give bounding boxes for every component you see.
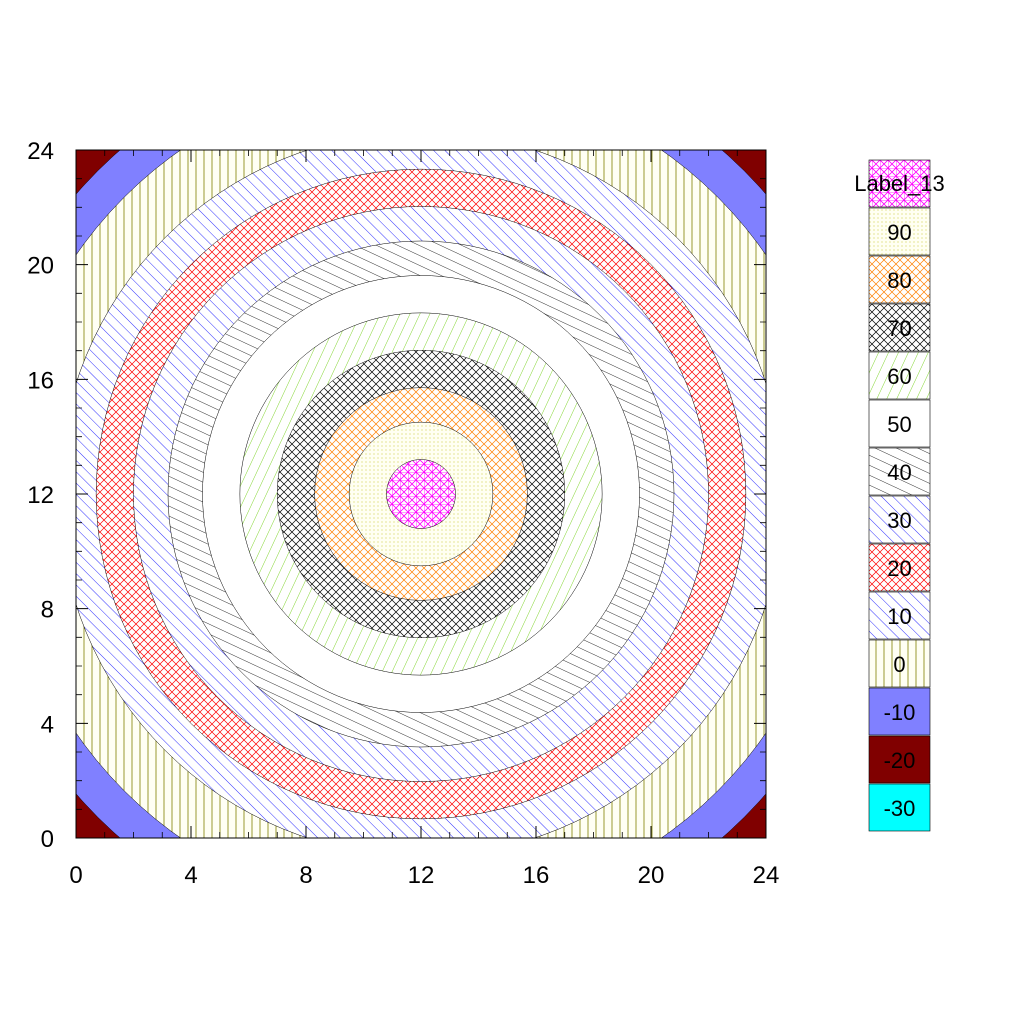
x-tick-label: 20 xyxy=(638,862,665,889)
legend-swatch xyxy=(868,207,931,256)
legend-item: 70 xyxy=(868,303,931,352)
legend-label: -20 xyxy=(884,748,916,773)
legend-swatch xyxy=(868,687,931,736)
legend-label: 10 xyxy=(887,604,911,629)
legend-item: 40 xyxy=(868,447,931,496)
legend-label: 50 xyxy=(887,412,911,437)
legend-label: 0 xyxy=(893,652,905,677)
legend-item: -10 xyxy=(868,687,931,736)
legend: Label_13 90 80 70 60 50 40 30 20 10 0 -10 -20 -30 xyxy=(854,159,945,832)
legend-swatch xyxy=(868,735,931,784)
legend-item: -20 xyxy=(868,735,931,784)
legend-item: 80 xyxy=(868,255,931,304)
legend-swatch xyxy=(868,447,931,496)
legend-swatch xyxy=(868,255,931,304)
y-tick-label: 12 xyxy=(27,482,54,509)
y-tick-label: 4 xyxy=(41,711,54,738)
legend-swatch xyxy=(868,591,931,640)
legend-label: 60 xyxy=(887,364,911,389)
legend-item: 60 xyxy=(868,351,931,400)
legend-label: 80 xyxy=(887,268,911,293)
legend-label: 90 xyxy=(887,220,911,245)
y-tick-label: 8 xyxy=(41,597,54,624)
legend-item: 10 xyxy=(868,591,931,640)
y-tick-label: 0 xyxy=(41,826,54,853)
legend-swatch xyxy=(868,543,931,592)
legend-item: 20 xyxy=(868,543,931,592)
legend-swatch xyxy=(868,303,931,352)
legend-item: 0 xyxy=(868,639,931,688)
legend-swatch xyxy=(868,351,931,400)
legend-swatch xyxy=(868,783,931,832)
legend-label: 70 xyxy=(887,316,911,341)
x-tick-label: 24 xyxy=(753,862,780,889)
legend-label: -10 xyxy=(884,700,916,725)
legend-swatch xyxy=(868,159,931,208)
legend-item: 50 xyxy=(868,399,931,448)
contour-band-Label_13 xyxy=(386,459,456,529)
axes: 0 4 8 12 16 20 24 0 4 8 12 16 20 24 xyxy=(27,138,779,889)
legend-item: Label_13 xyxy=(854,159,945,208)
y-tick-label: 20 xyxy=(27,253,54,280)
x-tick-label: 16 xyxy=(523,862,550,889)
legend-label: 20 xyxy=(887,556,911,581)
legend-item: 90 xyxy=(868,207,931,256)
x-tick-label: 12 xyxy=(408,862,435,889)
plot-area xyxy=(76,150,766,838)
legend-item: -30 xyxy=(868,783,931,832)
y-tick-label: 16 xyxy=(27,367,54,394)
x-tick-label: 0 xyxy=(69,862,82,889)
legend-swatch xyxy=(868,399,931,448)
legend-label: -30 xyxy=(884,796,916,821)
x-tick-label: 4 xyxy=(184,862,197,889)
legend-swatch xyxy=(868,495,931,544)
x-tick-label: 8 xyxy=(299,862,312,889)
legend-label: 30 xyxy=(887,508,911,533)
legend-item: 30 xyxy=(868,495,931,544)
y-tick-label: 24 xyxy=(27,138,54,165)
legend-label: Label_13 xyxy=(854,171,945,196)
legend-swatch xyxy=(868,639,931,688)
legend-label: 40 xyxy=(887,460,911,485)
